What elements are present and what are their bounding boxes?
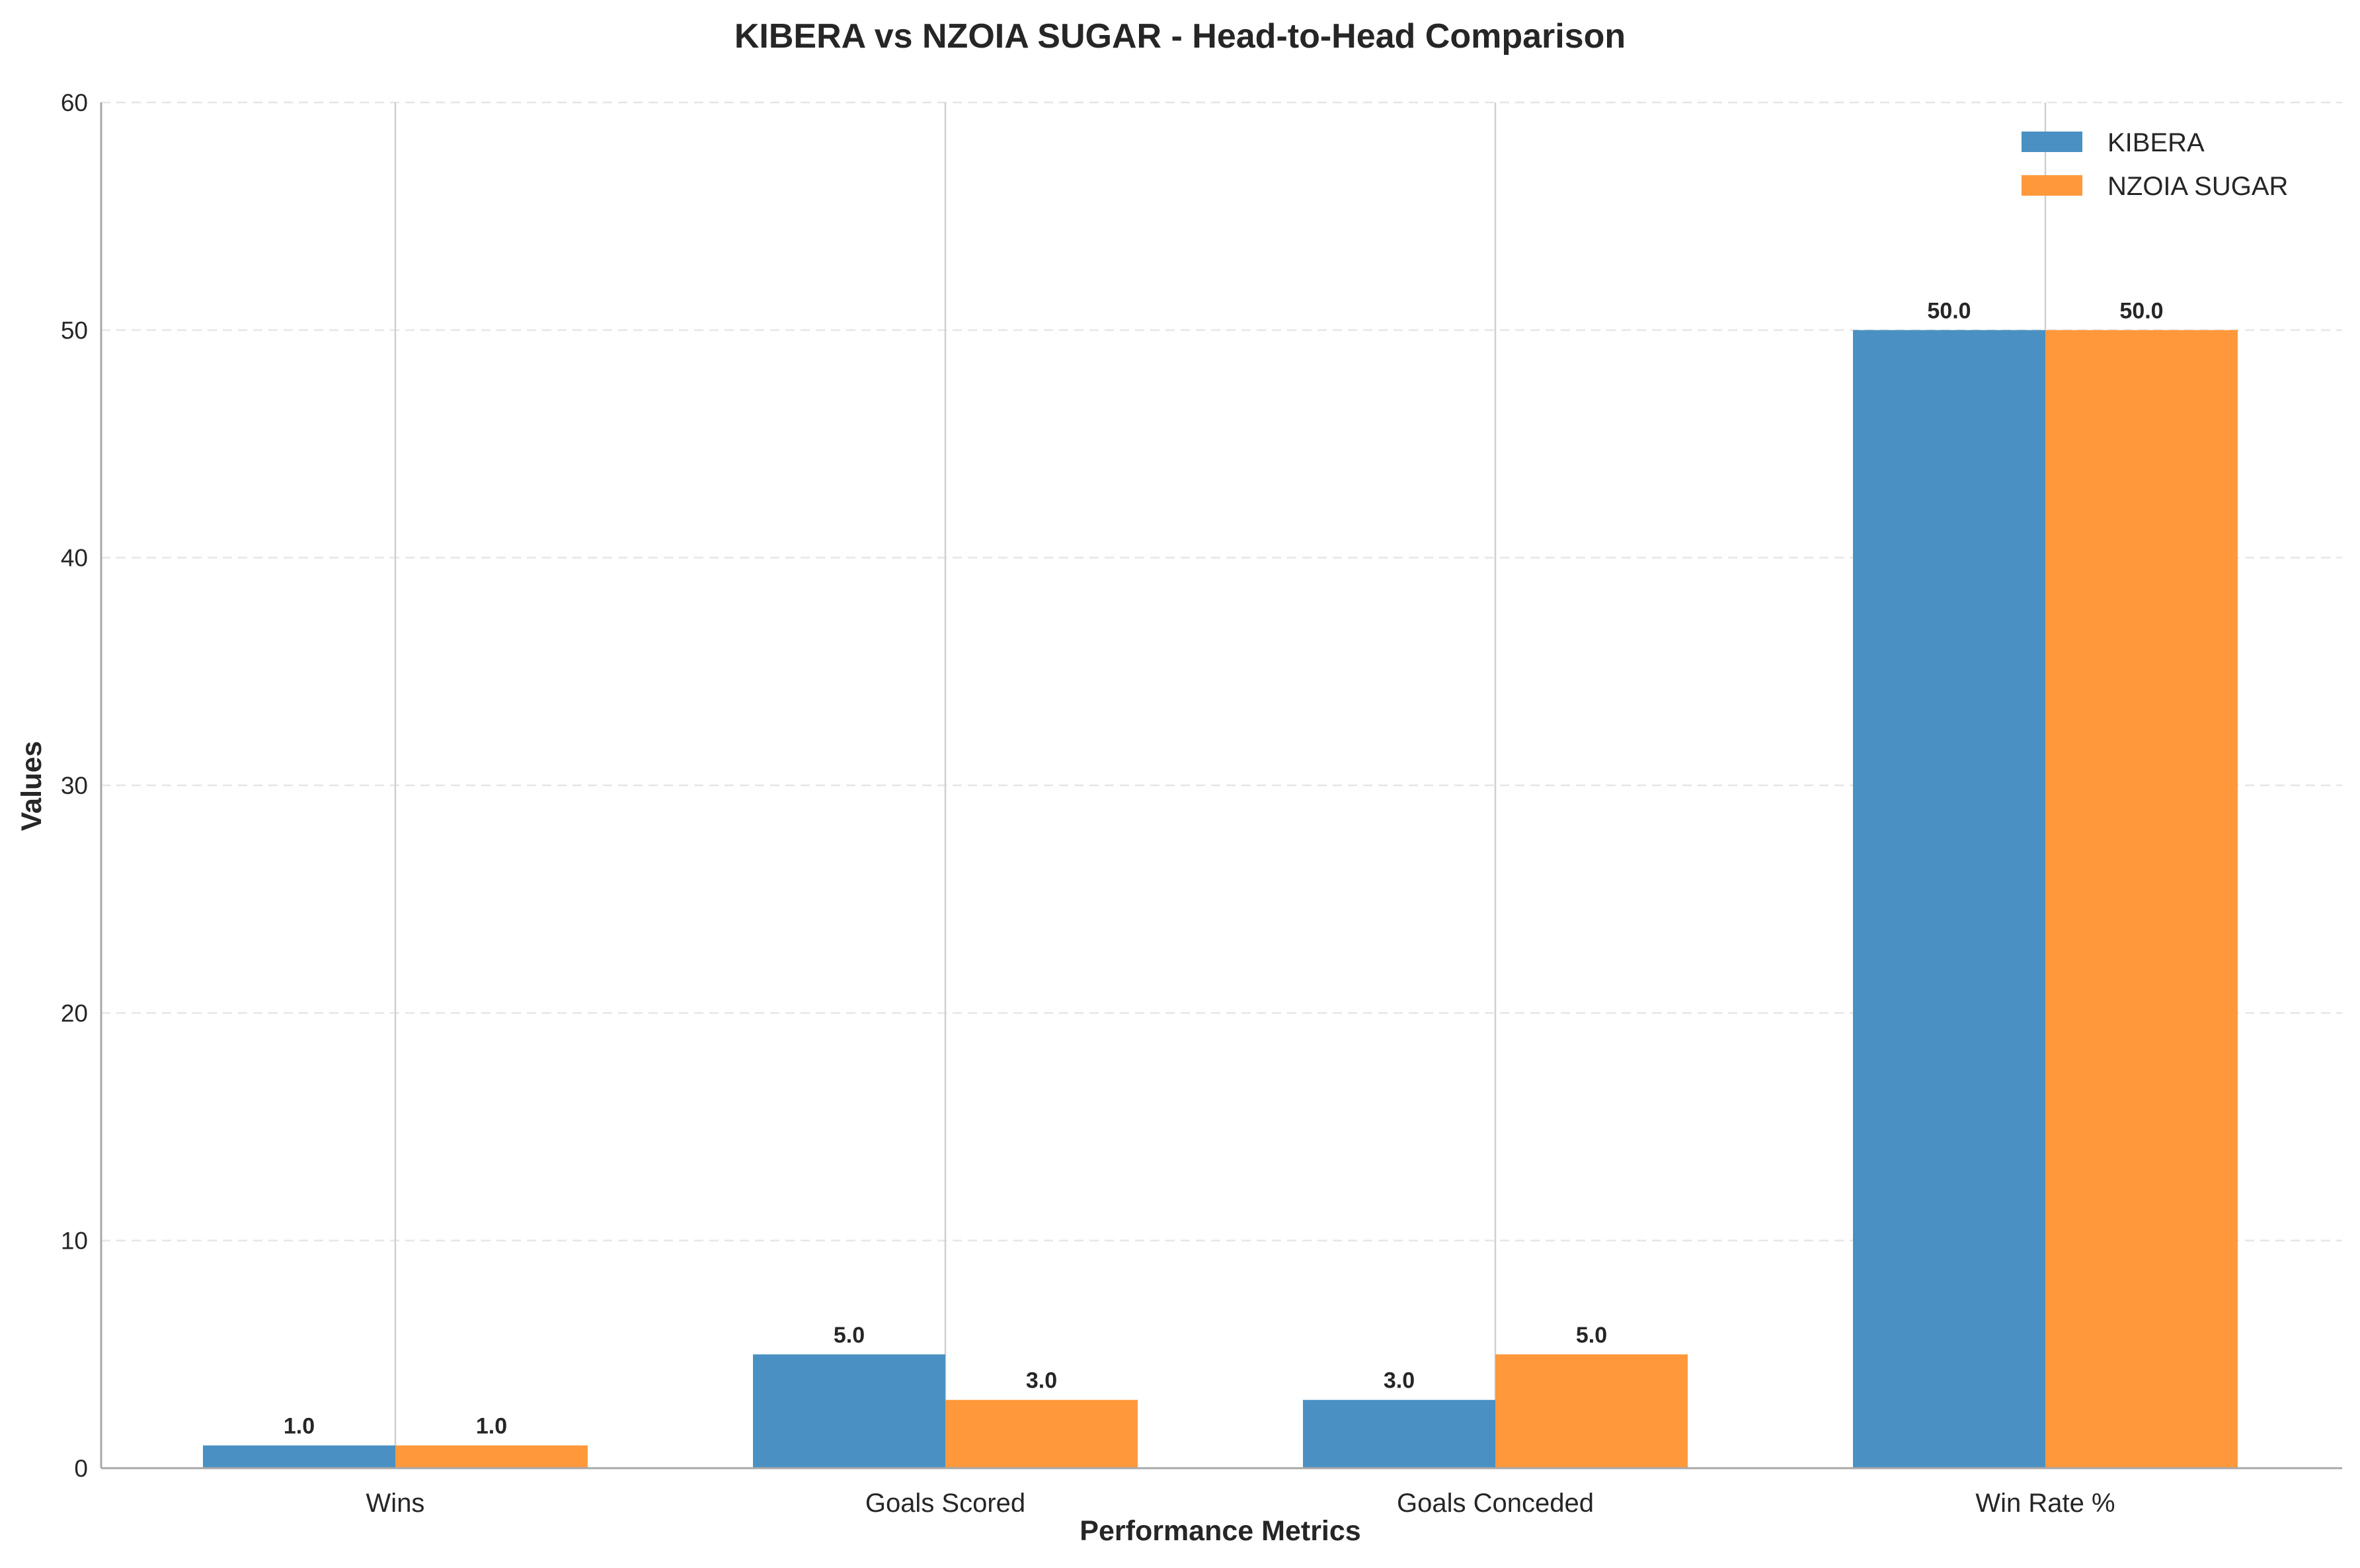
y-axis-label: Values xyxy=(16,741,48,831)
legend-swatch-nzoia-sugar xyxy=(2022,175,2082,196)
value-labels: 1.0 5.0 3.0 50.0 1.0 3.0 5.0 50.0 xyxy=(284,298,2164,1438)
bar xyxy=(945,1399,1138,1468)
y-tick-labels: 0 10 20 30 40 50 60 xyxy=(61,89,88,1482)
y-tick-label: 50 xyxy=(61,317,88,344)
bars-layer xyxy=(203,330,2238,1468)
x-tick-labels: Wins Goals Scored Goals Conceded Win Rate % xyxy=(366,1489,2115,1518)
bar xyxy=(1495,1354,1688,1468)
data-label: 5.0 xyxy=(834,1323,865,1348)
bar xyxy=(753,1354,945,1468)
data-label: 3.0 xyxy=(1026,1368,1057,1393)
legend-label-nzoia-sugar: NZOIA SUGAR xyxy=(2107,172,2288,201)
data-label: 1.0 xyxy=(284,1414,315,1439)
data-label: 50.0 xyxy=(1927,298,1971,323)
legend-swatch-kibera xyxy=(2022,132,2082,152)
bar xyxy=(2045,330,2238,1468)
bar xyxy=(203,1445,395,1468)
data-label: 50.0 xyxy=(2119,298,2163,323)
legend-label-kibera: KIBERA xyxy=(2107,128,2205,157)
x-tick-label: Win Rate % xyxy=(1975,1489,2115,1518)
y-tick-label: 20 xyxy=(61,1000,88,1027)
y-tick-label: 0 xyxy=(74,1455,88,1482)
legend: KIBERA NZOIA SUGAR xyxy=(2022,128,2288,201)
bar xyxy=(1303,1399,1495,1468)
y-tick-label: 60 xyxy=(61,89,88,116)
y-tick-label: 40 xyxy=(61,545,88,572)
y-tick-label: 30 xyxy=(61,772,88,799)
data-label: 3.0 xyxy=(1384,1368,1415,1393)
x-tick-label: Goals Conceded xyxy=(1397,1489,1594,1518)
data-label: 1.0 xyxy=(476,1414,507,1439)
bar xyxy=(1853,330,2045,1468)
x-tick-label: Wins xyxy=(366,1489,425,1518)
chart-title: KIBERA vs NZOIA SUGAR - Head-to-Head Com… xyxy=(734,17,1626,56)
x-tick-label: Goals Scored xyxy=(865,1489,1025,1518)
y-tick-label: 10 xyxy=(61,1228,88,1255)
bar xyxy=(395,1445,588,1468)
data-label: 5.0 xyxy=(1576,1323,1607,1348)
x-axis-label: Performance Metrics xyxy=(1080,1515,1360,1547)
